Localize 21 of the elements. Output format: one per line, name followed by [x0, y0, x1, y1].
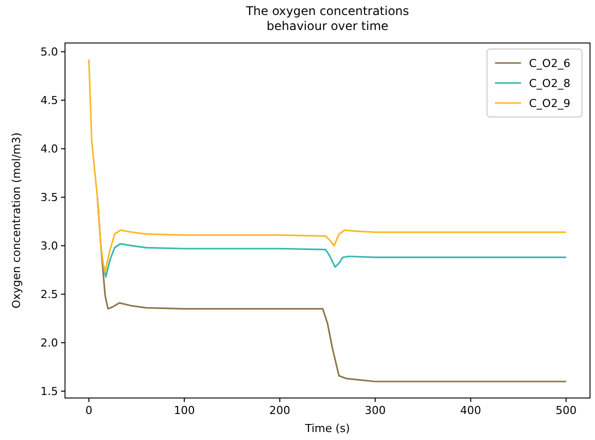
- legend-label: C_O2_6: [529, 56, 570, 70]
- y-tick-label: 2.5: [40, 288, 58, 302]
- x-tick-label: 0: [85, 404, 92, 417]
- y-tick-label: 1.5: [40, 385, 58, 398]
- y-tick-label: 3.5: [40, 191, 58, 204]
- x-tick-label: 400: [460, 404, 482, 417]
- legend-label: C_O2_8: [529, 76, 570, 90]
- x-tick-label: 500: [556, 404, 577, 417]
- x-tick-label: 300: [364, 404, 386, 417]
- y-axis-title: Oxygen concentration (mol/m3): [10, 132, 23, 309]
- x-tick-label: 200: [269, 404, 290, 417]
- y-tick-label: 4.5: [40, 94, 58, 108]
- y-tick-label: 2.0: [40, 336, 58, 350]
- chart-title: The oxygen concentrations behaviour over time: [244, 4, 410, 33]
- y-tick-label: 3.0: [40, 240, 58, 253]
- y-tick-label: 5.0: [40, 46, 58, 59]
- legend-label: C_O2_9: [529, 96, 570, 110]
- x-axis-title: Time (s): [304, 422, 350, 435]
- line-series: [102, 242, 567, 278]
- x-tick-label: 100: [174, 404, 195, 417]
- y-tick-label: 4.0: [40, 142, 58, 156]
